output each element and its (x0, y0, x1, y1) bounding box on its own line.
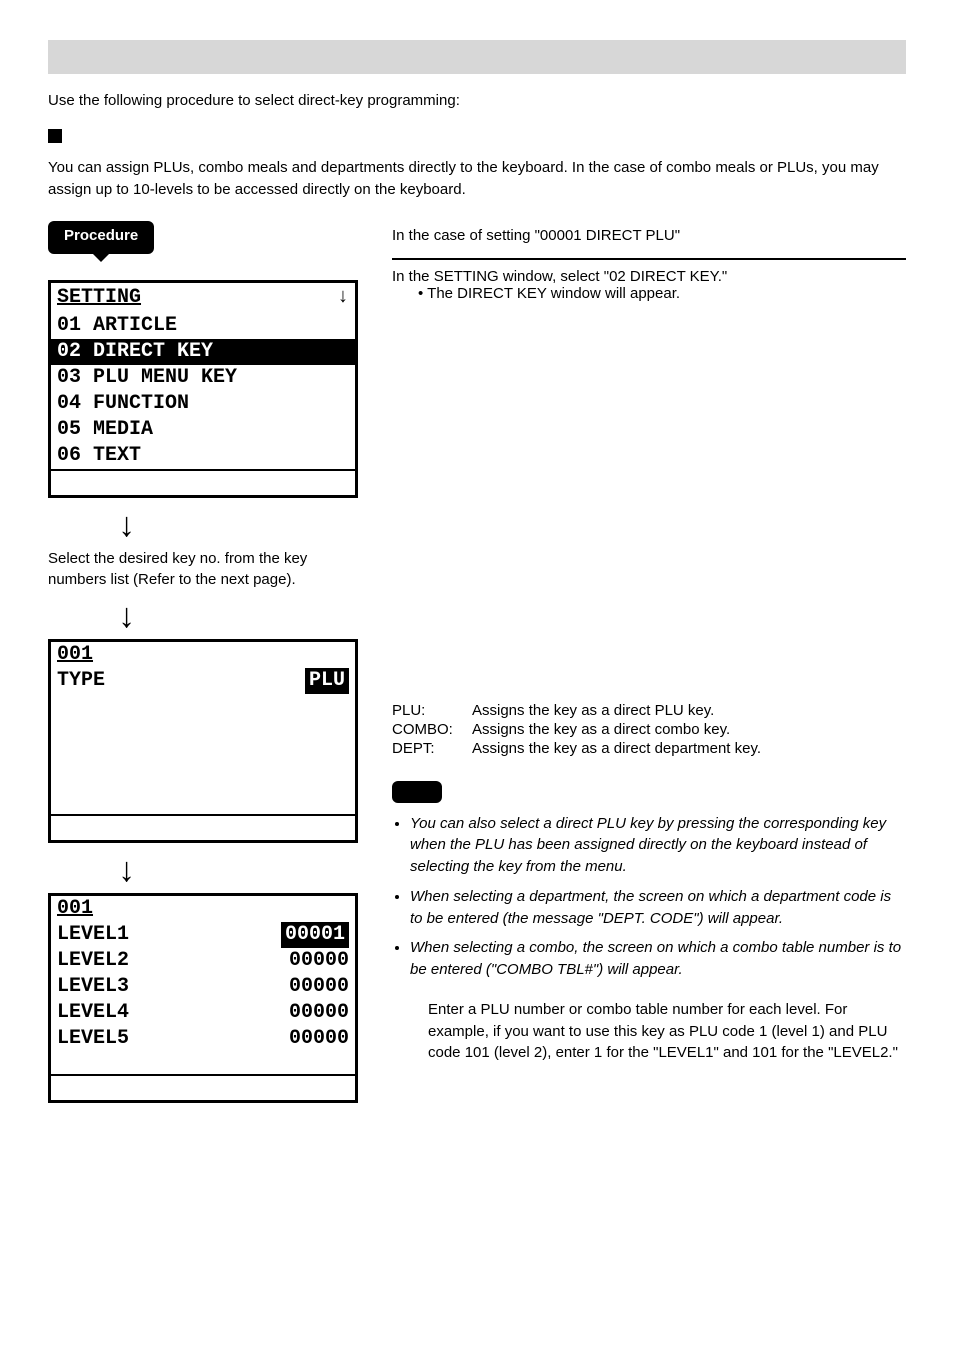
definition-text: Assigns the key as a direct department k… (472, 740, 761, 757)
definition-text: Assigns the key as a direct PLU key. (472, 702, 714, 719)
level-value: 00000 (289, 974, 349, 1000)
intro-text: Use the following procedure to select di… (48, 92, 906, 109)
definition-term: PLU: (392, 702, 472, 719)
lcd3-row[interactable]: LEVEL2 00000 (51, 948, 355, 974)
level-entry-step: Enter a PLU number or combo table number… (428, 999, 906, 1064)
flow-arrow-icon: ↓ (118, 599, 358, 633)
down-arrow-icon: ↓ (337, 285, 349, 311)
lcd1-title: SETTING (57, 285, 141, 311)
description-text: You can assign PLUs, combo meals and dep… (48, 157, 906, 201)
definition-term: COMBO: (392, 721, 472, 738)
lcd1-item[interactable]: 05 MEDIA (51, 417, 355, 443)
type-value: PLU (305, 668, 349, 694)
level-label: LEVEL5 (57, 1026, 129, 1052)
note-badge (392, 781, 442, 803)
definition-row: COMBO:Assigns the key as a direct combo … (392, 721, 906, 738)
step1-text: In the SETTING window, select "02 DIRECT… (392, 268, 906, 285)
lcd1-item[interactable]: 01 ARTICLE (51, 313, 355, 339)
level-value: 00001 (281, 922, 349, 948)
note-item: When selecting a department, the screen … (410, 886, 906, 930)
lcd1-item[interactable]: 02 DIRECT KEY (51, 339, 355, 365)
lcd-setting-window: SETTING ↓ 01 ARTICLE02 DIRECT KEY03 PLU … (48, 280, 358, 498)
level-label: LEVEL3 (57, 974, 129, 1000)
lcd2-statusbar (51, 814, 355, 840)
case-line: In the case of setting "00001 DIRECT PLU… (392, 227, 906, 244)
lcd3-row[interactable]: LEVEL4 00000 (51, 1000, 355, 1026)
definition-row: DEPT:Assigns the key as a direct departm… (392, 740, 906, 757)
square-bullet-icon (48, 129, 62, 143)
level-label: LEVEL4 (57, 1000, 129, 1026)
section-bar (48, 40, 906, 74)
definition-row: PLU:Assigns the key as a direct PLU key. (392, 702, 906, 719)
lcd3-title: 001 (57, 896, 93, 922)
lcd2-title: 001 (57, 642, 93, 668)
procedure-badge: Procedure (48, 221, 154, 254)
level-value: 00000 (289, 1000, 349, 1026)
lcd3-statusbar (51, 1074, 355, 1100)
select-key-note: Select the desired key no. from the key … (48, 548, 358, 592)
note-item: When selecting a combo, the screen on wh… (410, 937, 906, 981)
lcd1-item[interactable]: 06 TEXT (51, 443, 355, 469)
lcd3-row[interactable]: LEVEL3 00000 (51, 974, 355, 1000)
lcd1-item[interactable]: 04 FUNCTION (51, 391, 355, 417)
notes-list: You can also select a direct PLU key by … (392, 813, 906, 981)
note-item: You can also select a direct PLU key by … (410, 813, 906, 878)
type-label: TYPE (57, 668, 105, 694)
level-value: 00000 (289, 1026, 349, 1052)
definition-term: DEPT: (392, 740, 472, 757)
lcd-type-window: 001 TYPE PLU (48, 639, 358, 843)
lcd1-item[interactable]: 03 PLU MENU KEY (51, 365, 355, 391)
lcd3-row[interactable]: LEVEL1 00001 (51, 922, 355, 948)
definitions-block: PLU:Assigns the key as a direct PLU key.… (392, 702, 906, 757)
step1-sub-text: The DIRECT KEY window will appear. (418, 285, 906, 302)
level-label: LEVEL1 (57, 922, 129, 948)
lcd3-row[interactable]: LEVEL5 00000 (51, 1026, 355, 1052)
divider (392, 258, 906, 260)
lcd1-statusbar (51, 469, 355, 495)
flow-arrow-icon: ↓ (118, 853, 358, 887)
level-value: 00000 (289, 948, 349, 974)
flow-arrow-icon: ↓ (118, 508, 358, 542)
lcd-level-window: 001 LEVEL100001LEVEL200000LEVEL300000LEV… (48, 893, 358, 1103)
definition-text: Assigns the key as a direct combo key. (472, 721, 730, 738)
level-label: LEVEL2 (57, 948, 129, 974)
